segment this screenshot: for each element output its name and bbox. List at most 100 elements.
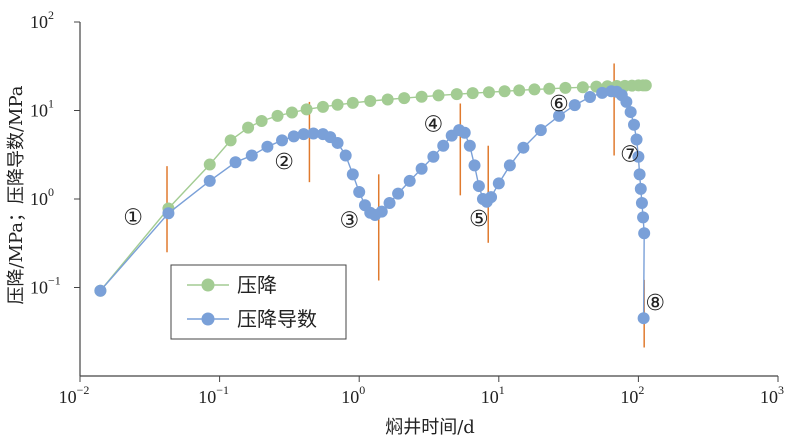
x-tick-label: 103 [760,383,784,407]
stage-annotation: ③ [339,208,359,233]
y-axis-title: 压降/MPa；压降导数/MPa [6,85,27,304]
stage-annotation: ⑧ [645,291,665,316]
data-point [437,139,450,152]
data-point [492,177,505,190]
data-point [596,86,609,99]
y-tick-label: 100 [30,185,54,209]
data-point [261,140,274,153]
data-point [517,141,530,154]
data-point [255,115,268,128]
data-point [498,85,511,98]
data-point [458,126,471,139]
stage-annotation: ⑦ [620,143,640,168]
legend-swatch-marker [201,278,215,292]
data-point [637,312,650,325]
data-point [513,84,526,97]
data-point [463,139,476,152]
data-point [229,156,242,169]
stage-annotation: ⑥ [549,92,569,117]
data-point [383,197,396,210]
data-point [339,149,352,162]
data-point [568,99,581,112]
data-point [381,93,394,106]
data-point [331,136,344,149]
data-point [346,96,359,109]
data-point [203,158,216,171]
data-point [427,150,440,163]
data-point [638,227,651,240]
data-point [285,106,298,119]
data-point [466,87,479,100]
data-point [242,121,255,134]
data-point [271,109,284,122]
data-point [224,134,237,147]
data-point [353,185,366,198]
data-point [392,187,405,200]
data-point [576,81,589,94]
data-point [375,205,388,218]
data-point [287,130,300,143]
data-point [628,118,641,131]
data-point [630,133,643,146]
data-point [297,128,310,141]
stage-annotation: ④ [424,112,444,137]
data-point [472,180,485,193]
y-tick-label: 10−1 [30,274,61,298]
data-point [415,90,428,103]
data-point [94,284,107,297]
series-pressure-derivative [94,85,651,325]
data-point [503,159,516,172]
data-point [543,82,556,95]
data-point [398,92,411,105]
data-point [634,182,647,195]
data-point [639,79,652,92]
data-point [432,89,445,102]
legend-entry-label: 压降导数 [237,307,317,331]
x-tick-label: 10−2 [59,383,90,407]
data-point [583,91,596,104]
data-point [415,162,428,175]
data-series [94,79,652,325]
data-point [300,103,313,116]
data-point [485,191,498,204]
data-point [346,168,359,181]
x-tick-label: 102 [620,383,644,407]
x-axis-title: 焖井时间/d [385,417,475,438]
data-point [482,86,495,99]
stage-annotation: ② [274,150,294,175]
legend-entry-label: 压降 [237,273,277,297]
axes: 10−2 10−1 100 101 102 103 10−1 100 101 102 [30,8,784,407]
data-point [632,150,645,163]
y-tick-label: 101 [30,97,54,121]
data-point [633,168,646,181]
data-point [403,174,416,187]
data-point [620,95,633,108]
data-point [637,211,650,224]
x-tick-label: 101 [481,383,505,407]
legend-swatch-marker [201,312,215,326]
stage-annotation: ① [123,206,143,231]
data-point [307,127,320,140]
x-tick-label: 100 [341,383,365,407]
data-point [534,124,547,137]
data-point [635,197,648,210]
annotations: ① ② ③ ④ ⑤ ⑥ ⑦ ⑧ [123,92,665,316]
x-tick-label: 10−1 [198,383,229,407]
data-point [450,88,463,101]
data-point [559,81,572,94]
data-point [331,98,344,111]
data-point [203,174,216,187]
data-point [245,149,258,162]
data-point [624,106,637,119]
y-tick-label: 102 [30,8,54,32]
data-point [553,109,566,122]
data-point [468,159,481,172]
data-point [316,100,329,113]
data-point [162,207,175,220]
legend-box [170,264,347,340]
data-point [528,83,541,96]
data-point [276,134,289,147]
data-point [364,95,377,108]
